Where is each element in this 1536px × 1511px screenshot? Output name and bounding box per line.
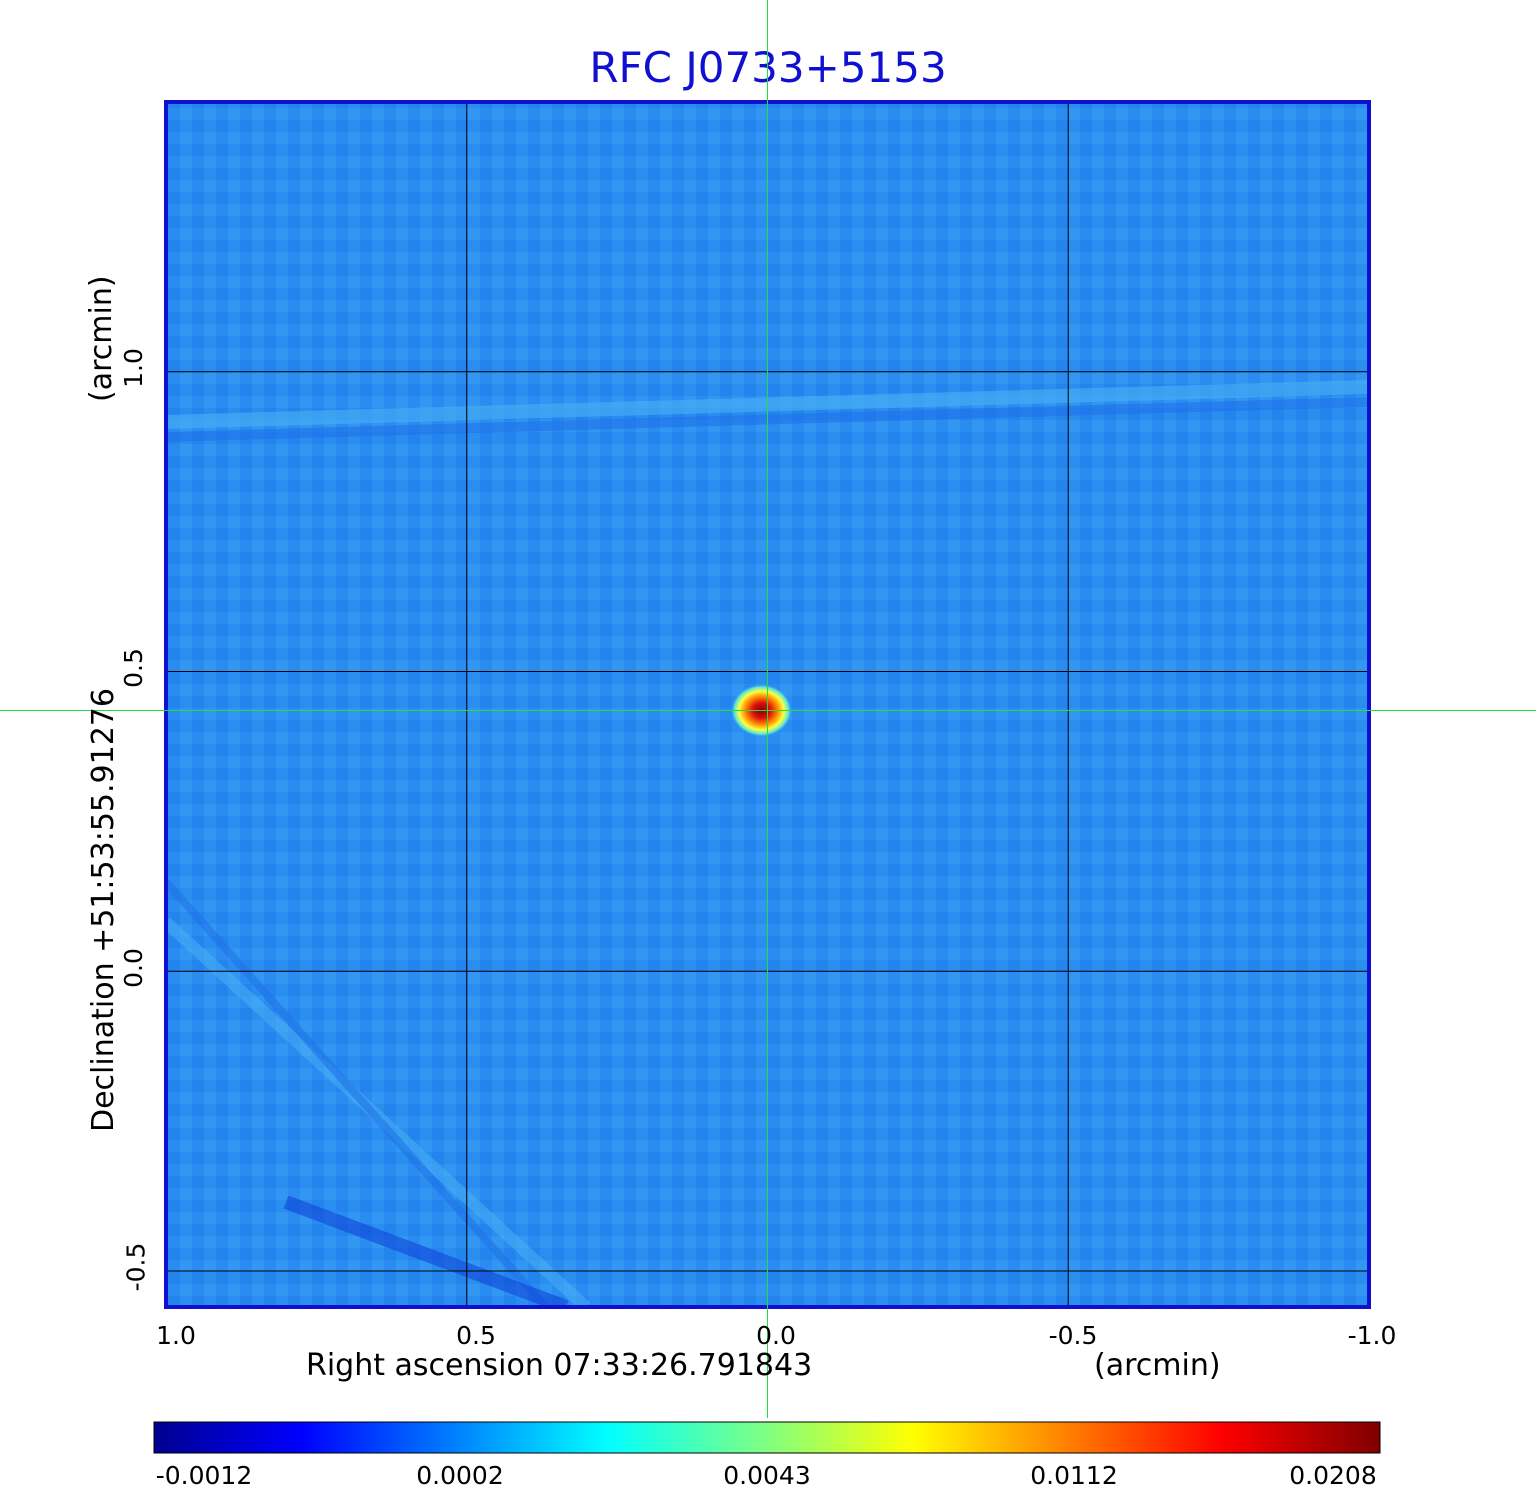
- x-tick-label: -1.0: [1347, 1321, 1397, 1350]
- y-tick-label: 0.5: [118, 648, 148, 688]
- y-tick-label: -0.5: [121, 1242, 151, 1292]
- colorbar-tick-label: 0.0208: [1289, 1461, 1377, 1490]
- y-tick-label: 0.0: [118, 948, 148, 988]
- colorbar-tick-label: 0.0112: [1030, 1461, 1118, 1490]
- colorbar: [153, 1421, 1381, 1454]
- y-axis-label: Declination +51:53:55.91276: [86, 688, 121, 1132]
- colorbar-tick-label: -0.0012: [155, 1461, 253, 1490]
- x-tick-label: 0.5: [456, 1321, 496, 1350]
- sidelobe-streak: [283, 1195, 569, 1307]
- x-tick-label: 0.0: [756, 1321, 796, 1350]
- colorbar-tick-label: 0.0002: [416, 1461, 504, 1490]
- sidelobe-streak: [166, 879, 549, 1307]
- x-axis-unit: (arcmin): [1094, 1348, 1221, 1383]
- x-tick-label: 1.0: [156, 1321, 196, 1350]
- x-axis-label: Right ascension 07:33:26.791843: [306, 1348, 813, 1383]
- y-tick-label: 1.0: [118, 348, 148, 388]
- x-tick-label: -0.5: [1048, 1321, 1098, 1350]
- y-axis-unit: (arcmin): [84, 275, 119, 402]
- colorbar-tick-label: 0.0043: [723, 1461, 811, 1490]
